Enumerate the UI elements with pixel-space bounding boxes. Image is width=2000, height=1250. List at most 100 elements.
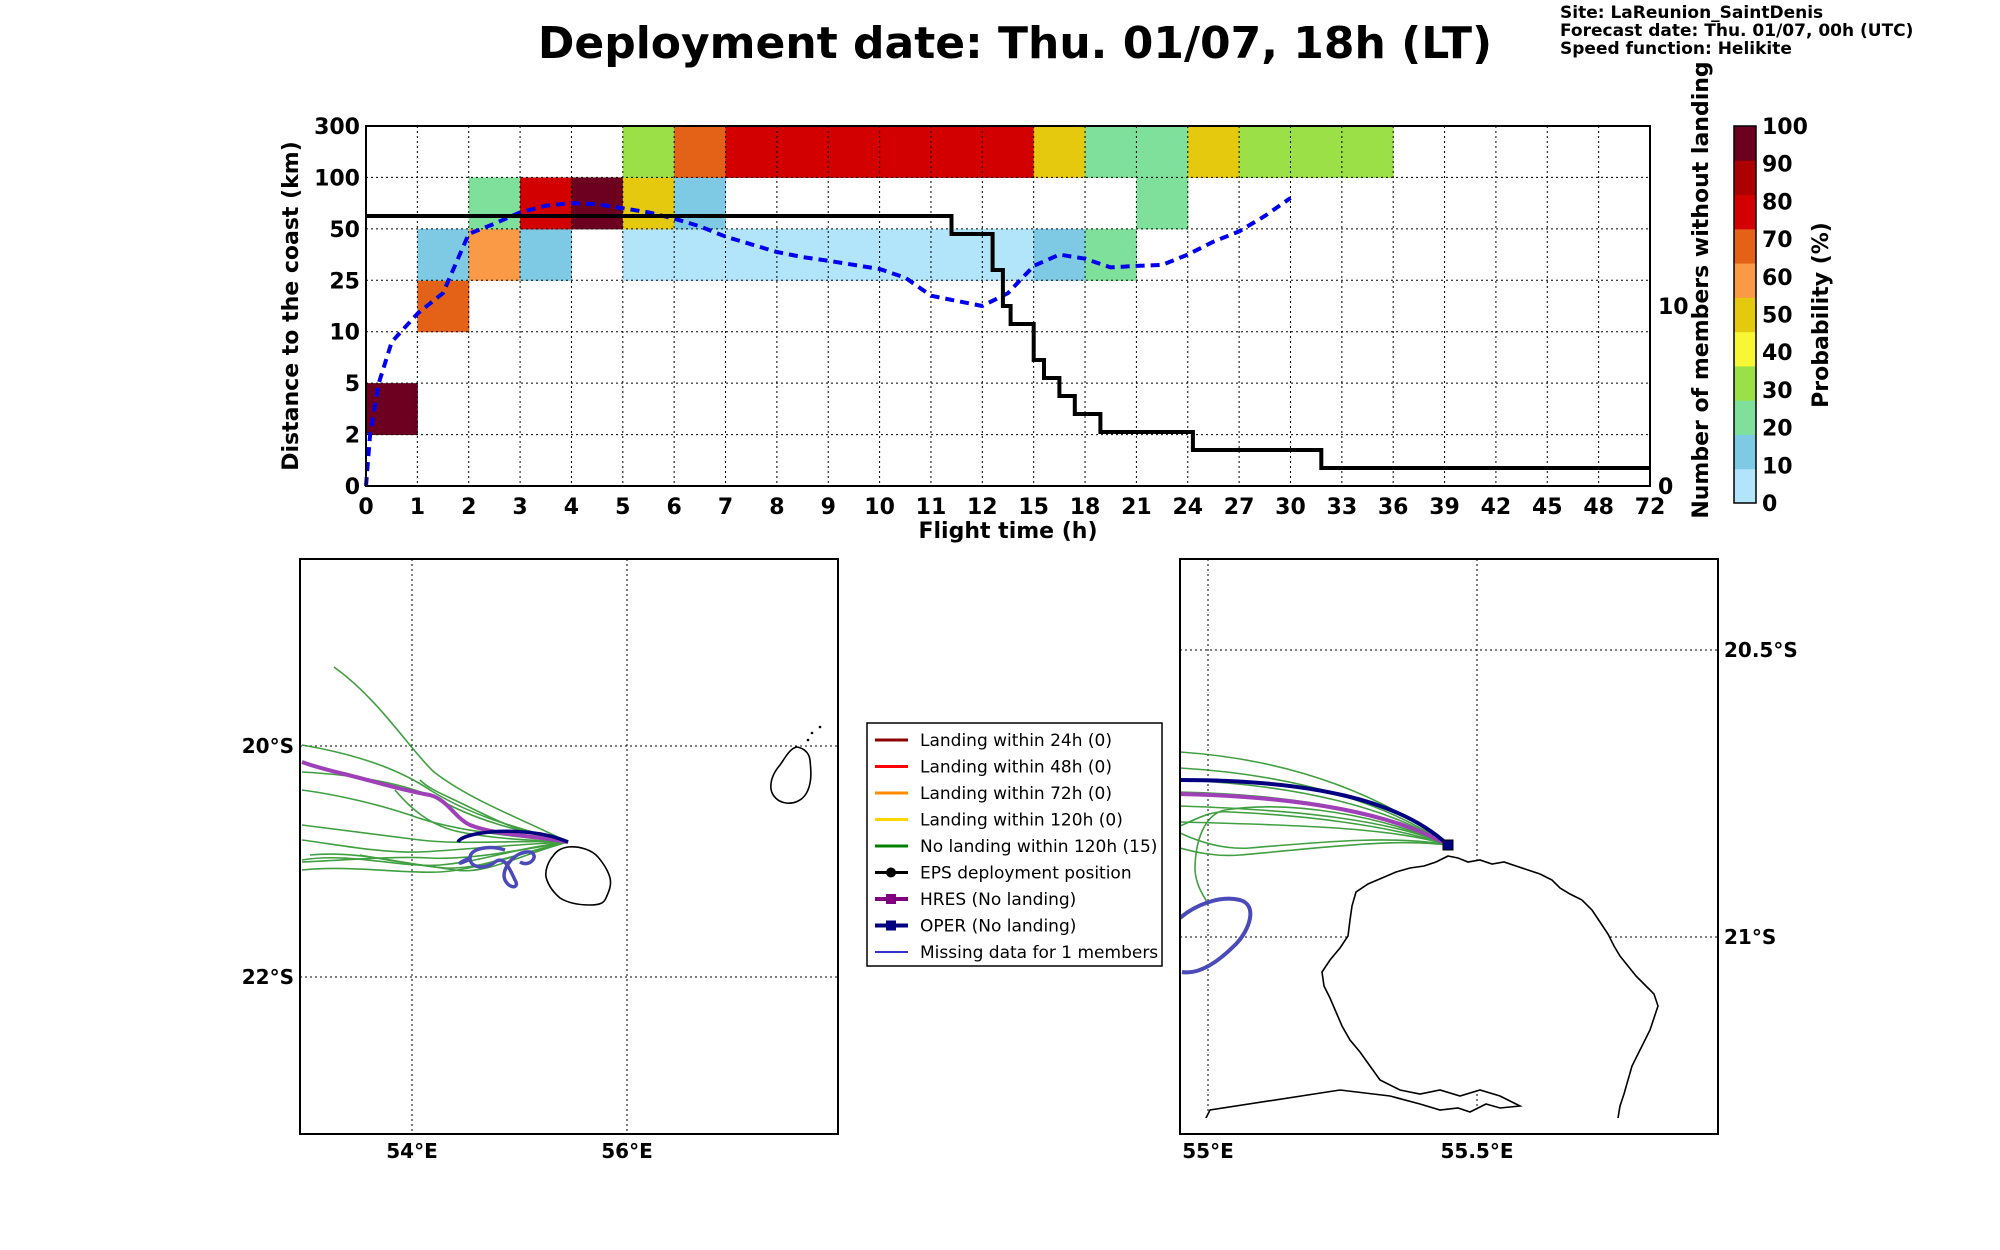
y2-tick-labels: 0 10 xyxy=(1658,295,1689,500)
islet xyxy=(810,731,814,735)
map-left-y-tick: 22°S xyxy=(242,965,294,989)
heatmap-cell xyxy=(1085,126,1137,178)
zoom-map-frame xyxy=(1179,558,1719,1135)
legend-label: Landing within 120h (0) xyxy=(920,811,1123,831)
heatmap-cell xyxy=(1341,126,1394,178)
y-tick-label: 10 xyxy=(329,321,360,346)
heatmap-cell xyxy=(930,228,983,281)
heatmap-cell xyxy=(930,126,983,178)
heatmap-cell xyxy=(1187,126,1240,178)
colorbar-label: Probability (%) xyxy=(1809,222,1834,408)
colorbar-swatch xyxy=(1734,194,1756,230)
x-tick-label: 30 xyxy=(1275,495,1306,520)
colorbar-tick-label: 30 xyxy=(1762,379,1793,404)
heatmap-cell xyxy=(776,126,829,178)
colorbar-tick-label: 10 xyxy=(1762,454,1793,479)
legend-label: HRES (No landing) xyxy=(920,890,1076,910)
x-tick-label: 45 xyxy=(1532,495,1563,520)
legend-item: Landing within 72h (0) xyxy=(875,784,1112,804)
heatmap-cell xyxy=(1290,126,1343,178)
heatmap-cell xyxy=(622,126,675,178)
heatmap-cell xyxy=(1136,126,1189,178)
colorbar-tick-label: 60 xyxy=(1762,266,1793,291)
y2-axis-label: Number of members without landing xyxy=(1689,61,1714,518)
legend-label: EPS deployment position xyxy=(920,864,1132,884)
heatmap-cells xyxy=(366,126,1394,436)
y-tick-label: 300 xyxy=(314,115,360,140)
legend-frame xyxy=(866,722,1163,967)
heatmap-frame xyxy=(365,125,1651,487)
series-distance-line xyxy=(364,196,1292,487)
heatmap-cell xyxy=(982,126,1035,178)
x-tick-label: 3 xyxy=(512,495,527,520)
colorbar-frame xyxy=(1733,125,1757,504)
colorbar-swatch xyxy=(1734,400,1756,435)
legend-item: Landing within 24h (0) xyxy=(875,731,1112,751)
colorbar-tick-label: 20 xyxy=(1762,417,1793,442)
heatmap-cell xyxy=(725,126,778,178)
heatmap-cell xyxy=(828,126,881,178)
info-speed-function: Speed function: Helikite xyxy=(1560,39,1792,59)
hres-trajectory xyxy=(301,760,569,844)
chart-title: Deployment date: Thu. 01/07, 18h (LT) xyxy=(538,18,1492,69)
colorbar-tick-label: 100 xyxy=(1762,115,1808,140)
overview-map: 54°E 56°E 20°S 22°S xyxy=(242,558,839,1163)
map-left-y-tick: 20°S xyxy=(242,734,294,758)
ensemble-trajectories xyxy=(301,666,569,874)
x-tick-label: 27 xyxy=(1224,495,1255,520)
heatmap-cell xyxy=(879,228,932,281)
colorbar-tick-label: 0 xyxy=(1762,492,1777,517)
mauritius-island-outline xyxy=(770,746,812,804)
heatmap-cell xyxy=(1033,126,1086,178)
y-axis-label: Distance to the coast (km) xyxy=(279,141,304,471)
y-tick-label: 50 xyxy=(329,218,360,243)
x-tick-label: 1 xyxy=(410,495,425,520)
x-tick-label: 24 xyxy=(1172,495,1203,520)
x-tick-label: 7 xyxy=(718,495,733,520)
legend-marker xyxy=(886,894,896,904)
x-tick-label: 10 xyxy=(864,495,895,520)
deployment-marker xyxy=(1442,839,1454,851)
x-tick-label: 5 xyxy=(615,495,630,520)
heatmap-cell xyxy=(468,177,521,230)
x-tick-label: 9 xyxy=(821,495,836,520)
x-tick-label: 0 xyxy=(358,495,373,520)
colorbar-tick-label: 70 xyxy=(1762,228,1793,253)
oper-trajectory xyxy=(456,829,569,844)
map-right-y-tick: 20.5°S xyxy=(1724,638,1798,662)
x-tick-label: 36 xyxy=(1378,495,1409,520)
colorbar-swatch xyxy=(1734,297,1756,333)
map-left-x-tick: 54°E xyxy=(386,1139,438,1163)
legend-label: Missing data for 1 members xyxy=(920,943,1158,963)
legend-label: No landing within 120h (15) xyxy=(920,837,1157,857)
colorbar-tick-label: 80 xyxy=(1762,190,1793,215)
legend-label: OPER (No landing) xyxy=(920,917,1076,937)
colorbar-swatch xyxy=(1734,160,1756,196)
info-forecast-date: Forecast date: Thu. 01/07, 00h (UTC) xyxy=(1560,21,1913,41)
legend-marker xyxy=(886,920,896,931)
x-tick-label: 2 xyxy=(461,495,476,520)
x-tick-label: 15 xyxy=(1018,495,1049,520)
heatmap-cell xyxy=(571,177,624,230)
legend-item: Missing data for 1 members xyxy=(875,943,1158,963)
legend-item: Landing within 48h (0) xyxy=(875,758,1112,778)
heatmap-cell xyxy=(468,228,521,281)
x-tick-label: 42 xyxy=(1481,495,1512,520)
y-tick-label: 25 xyxy=(329,269,360,294)
zoom-missing-member-trajectory xyxy=(1180,896,1253,975)
legend-item: EPS deployment position xyxy=(875,864,1132,884)
x-tick-label: 8 xyxy=(769,495,784,520)
map-right-y-tick: 21°S xyxy=(1724,925,1776,949)
series-members-step xyxy=(366,214,1650,470)
map-right-x-tick: 55.5°E xyxy=(1440,1139,1513,1163)
legend-item: Landing within 120h (0) xyxy=(875,811,1123,831)
y2-tick-label: 10 xyxy=(1658,295,1689,320)
x-tick-label: 21 xyxy=(1121,495,1152,520)
colorbar-swatch xyxy=(1734,331,1756,367)
colorbar-swatch xyxy=(1734,365,1756,401)
colorbar-tick-label: 50 xyxy=(1762,304,1793,329)
x-tick-label: 72 xyxy=(1635,495,1666,520)
heatmap-cell xyxy=(1085,228,1137,281)
y-tick-label: 100 xyxy=(314,166,360,191)
